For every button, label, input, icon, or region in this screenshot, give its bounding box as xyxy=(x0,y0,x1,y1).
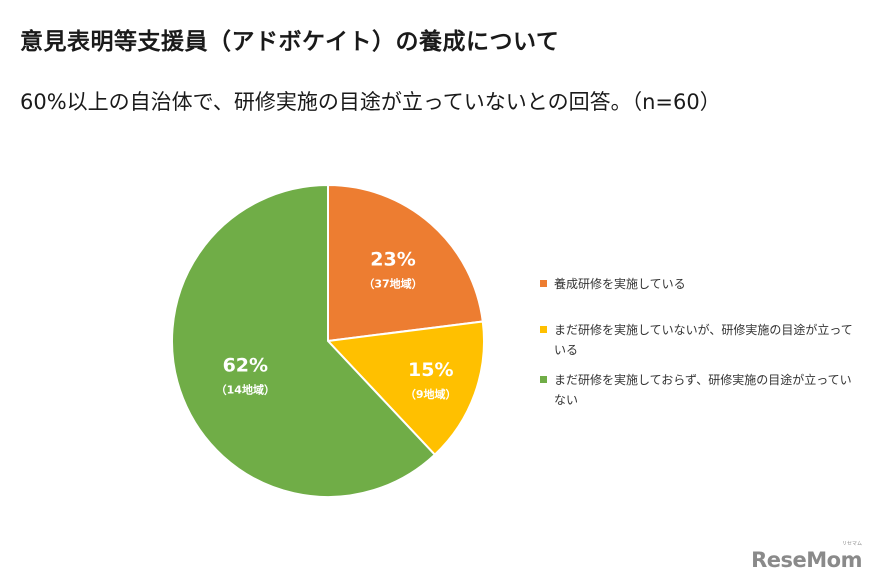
legend-swatch-orange xyxy=(540,280,547,287)
legend-item-implemented: 養成研修を実施している xyxy=(540,274,860,294)
watermark-logo: ReseMom xyxy=(751,548,862,572)
slice-percent-label: 62% xyxy=(223,355,268,377)
page-subtitle: 60%以上の自治体で、研修実施の目途が立っていないとの回答。（n=60） xyxy=(20,90,721,114)
legend-item-planned: まだ研修を実施していないが、研修実施の目途が立っている xyxy=(540,320,860,360)
page-title: 意見表明等支援員（アドボケイト）の養成について xyxy=(20,29,560,55)
slice-count-label: （14地域） xyxy=(216,383,275,397)
legend-swatch-yellow xyxy=(540,326,547,333)
watermark-sub: リセマム xyxy=(841,541,862,547)
pie-slice-planned xyxy=(325,320,485,457)
legend-label: まだ研修を実施していないが、研修実施の目途が立っている xyxy=(554,323,853,357)
slice-percent-label: 23% xyxy=(370,248,415,270)
legend-label: まだ研修を実施しておらず、研修実施の目途が立っていない xyxy=(554,373,852,407)
slice-count-label: （9地域） xyxy=(405,387,457,401)
legend-label: 養成研修を実施している xyxy=(554,277,686,291)
legend-item-not-planned: まだ研修を実施しておらず、研修実施の目途が立っていない xyxy=(540,370,860,410)
legend-swatch-green xyxy=(540,376,547,383)
slice-count-label: （37地域） xyxy=(363,276,422,290)
pie-slice-not-planned xyxy=(171,183,437,498)
slice-percent-label: 15% xyxy=(408,359,453,381)
pie-slice-implemented xyxy=(327,183,484,343)
